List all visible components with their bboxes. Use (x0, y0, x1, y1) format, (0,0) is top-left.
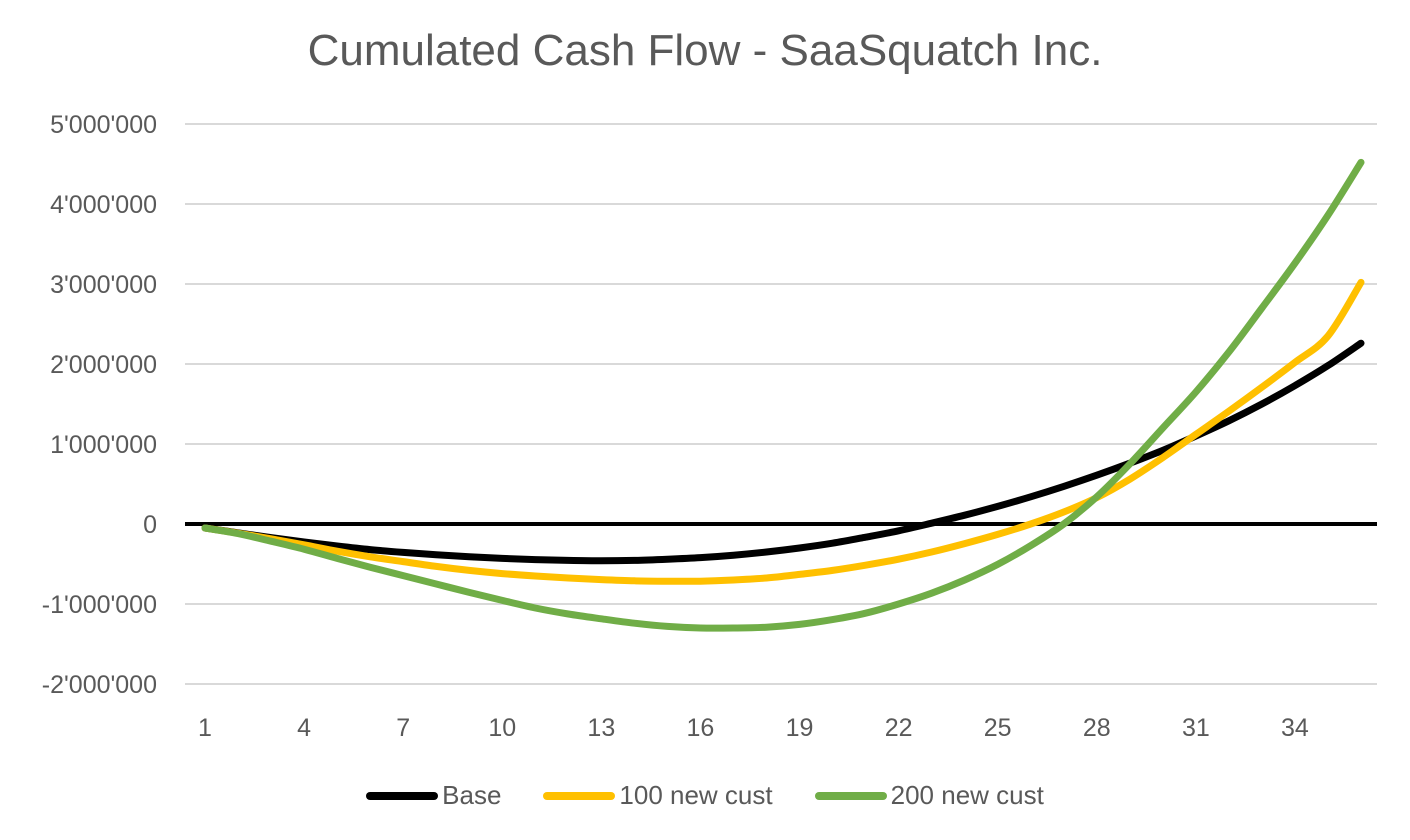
legend-swatch (814, 791, 887, 800)
series-line-200-new-cust (201, 158, 1365, 632)
x-tick-label: 22 (885, 714, 913, 742)
x-tick-label: 7 (396, 714, 410, 742)
y-tick-label: 0 (143, 511, 157, 539)
x-tick-label: 16 (687, 714, 715, 742)
y-tick-label: -2'000'000 (42, 671, 157, 699)
x-axis-tick-labels: 1 4 7 10 13 16 19 22 25 28 31 34 (198, 714, 1309, 742)
legend-item: 200 new cust (814, 780, 1044, 811)
series-line-base (201, 339, 1365, 565)
y-tick-label: 4'000'000 (50, 191, 157, 219)
legend-label: Base (442, 780, 502, 810)
x-tick-label: 4 (297, 714, 311, 742)
x-tick-label: 10 (488, 714, 516, 742)
y-tick-label: 1'000'000 (50, 431, 157, 459)
y-tick-label: 5'000'000 (50, 111, 157, 139)
y-tick-label: -1'000'000 (42, 591, 157, 619)
y-tick-label: 2'000'000 (50, 351, 157, 379)
legend-swatch (366, 791, 439, 800)
gridlines (185, 123, 1377, 685)
legend-item: 100 new cust (543, 780, 773, 811)
x-tick-label: 28 (1083, 714, 1111, 742)
legend-label: 200 new cust (890, 780, 1044, 810)
y-tick-label: 3'000'000 (50, 271, 157, 299)
x-tick-label: 31 (1182, 714, 1210, 742)
legend-item: Base (366, 780, 501, 811)
chart-title: Cumulated Cash Flow - SaaSquatch Inc. (307, 26, 1103, 75)
legend-label: 100 new cust (619, 780, 773, 810)
x-tick-label: 25 (984, 714, 1012, 742)
x-tick-label: 13 (587, 714, 615, 742)
legend: Base 100 new cust 200 new cust (0, 780, 1410, 811)
x-tick-label: 1 (198, 714, 212, 742)
legend-swatch (543, 791, 616, 800)
series-line-100-new-cust (201, 278, 1365, 585)
series-lines (201, 158, 1365, 632)
x-tick-label: 34 (1281, 714, 1309, 742)
line-chart: -2'000'000 -1'000'000 0 1'000'000 2'000'000 3… (42, 111, 1377, 742)
y-axis-tick-labels: -2'000'000 -1'000'000 0 1'000'000 2'000'000 3… (42, 111, 157, 699)
x-tick-label: 19 (786, 714, 814, 742)
